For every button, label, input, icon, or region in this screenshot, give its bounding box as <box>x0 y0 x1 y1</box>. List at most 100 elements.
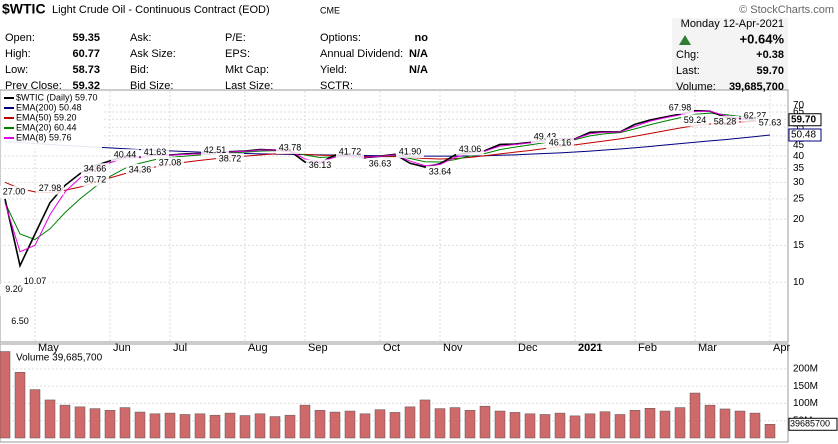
annotation-box <box>6 315 34 328</box>
y-tick-label: 70 <box>793 100 805 111</box>
volume-bar <box>599 411 611 439</box>
up-arrow <box>679 35 691 45</box>
volume-bar <box>89 408 101 439</box>
x-tick-label: Feb <box>638 342 657 354</box>
annotation: 36.63 <box>369 159 392 169</box>
volume-bar <box>134 411 146 439</box>
volume-bar <box>344 410 356 439</box>
x-tick-label: Dec <box>518 342 538 354</box>
volume-bar <box>749 412 761 439</box>
stat-value: 59.70 <box>756 65 784 77</box>
volume-bar <box>59 404 71 439</box>
annotation-box <box>666 101 694 114</box>
x-tick-label: Aug <box>248 342 268 354</box>
volume-bar <box>299 404 311 439</box>
annotation-box <box>216 153 244 166</box>
x-tick-label: Jul <box>173 342 187 354</box>
quote-label: Annual Dividend: <box>320 48 403 60</box>
quote-label: Ask: <box>130 32 151 44</box>
volume-bar <box>194 413 206 439</box>
y-tick-label: 200M <box>793 363 818 374</box>
annotation-box <box>756 116 784 129</box>
y-tick-label: 15 <box>793 240 805 251</box>
quote-label: P/E: <box>225 32 246 44</box>
stat-label: Chg: <box>676 49 699 61</box>
volume-bar <box>314 410 326 439</box>
volume-bar <box>614 414 626 439</box>
annotation: 41.72 <box>339 147 362 157</box>
volume-bar <box>719 408 731 439</box>
stat-value: 39,685,700 <box>729 81 784 93</box>
annotation-box <box>336 146 364 159</box>
volume-bar <box>509 412 521 439</box>
x-tick-label: May <box>38 342 59 354</box>
volume-bar <box>539 414 551 439</box>
volume-bar <box>74 406 86 439</box>
volume-bar <box>359 413 371 439</box>
volume-bar <box>629 410 641 439</box>
volume-bar <box>689 392 701 439</box>
volume-bar <box>29 389 41 439</box>
quote-label: Bid Size: <box>130 80 173 92</box>
annotation-box <box>21 275 49 288</box>
change-pct: +0.64% <box>740 31 785 46</box>
y-tick-label: 150M <box>793 381 818 392</box>
quote-label: Prev Close: <box>5 80 62 92</box>
quote-value: 59.32 <box>72 80 100 92</box>
y-tick-label: 40 <box>793 151 805 162</box>
legend-entry: EMA(8) 59.76 <box>16 132 72 142</box>
annotation-box <box>276 141 304 154</box>
volume-bar <box>479 405 491 439</box>
annotation: 43.78 <box>279 142 302 152</box>
x-tick-label: Oct <box>383 342 400 354</box>
annotation: 34.36 <box>129 164 152 174</box>
quote-label: Low: <box>5 64 28 76</box>
volume-tag-box <box>788 417 838 431</box>
volume-bar <box>164 412 176 439</box>
annotation: 43.06 <box>459 144 482 154</box>
legend-entry: $WTIC (Daily) 59.70 <box>16 92 98 102</box>
y-tick-label: 30 <box>793 177 805 188</box>
quote-label: Mkt Cap: <box>225 64 269 76</box>
symbol: $WTIC <box>2 1 46 17</box>
annotation-box <box>681 114 709 127</box>
stat-label: Volume: <box>676 81 716 93</box>
volume-bar <box>734 410 746 439</box>
annotation-box <box>81 174 109 187</box>
annotation-box <box>36 182 64 195</box>
volume-panel <box>0 343 789 443</box>
volume-bar <box>374 409 386 439</box>
volume-bar <box>404 406 416 439</box>
quote-value: N/A <box>409 64 428 76</box>
annotation: 37.08 <box>159 157 182 167</box>
y-tick-label: 35 <box>793 163 805 174</box>
volume-bar <box>554 412 566 439</box>
volume-bar <box>419 399 431 439</box>
price-tag: 59.70 <box>791 114 816 125</box>
annotation: 67.98 <box>669 102 692 112</box>
annotation: 9.20 <box>5 284 23 294</box>
annotation: 10.07 <box>24 276 47 286</box>
annotation-box <box>126 163 154 176</box>
volume-bar <box>524 413 536 439</box>
annotation: 40.44 <box>114 150 137 160</box>
x-tick-label: Mar <box>698 342 717 354</box>
quote-value: 60.77 <box>72 48 100 60</box>
volume-bar <box>494 410 506 439</box>
volume-bar <box>179 414 191 439</box>
annotation-box <box>546 137 574 150</box>
quote-label: Last Size: <box>225 80 273 92</box>
annotation: 33.64 <box>429 166 452 176</box>
annotation: 58.28 <box>714 116 737 126</box>
annotation: 49.43 <box>534 131 557 141</box>
annotation-box <box>141 146 169 159</box>
y-tick-label: 45 <box>793 140 805 151</box>
quote-label: Ask Size: <box>130 48 176 60</box>
annotation: 59.24 <box>684 115 707 125</box>
y-tick-label: 65 <box>793 107 805 118</box>
annotation-box <box>396 145 424 158</box>
annotation: 34.66 <box>84 164 107 174</box>
quote-box <box>672 18 788 90</box>
annotation: 6.50 <box>11 316 29 326</box>
